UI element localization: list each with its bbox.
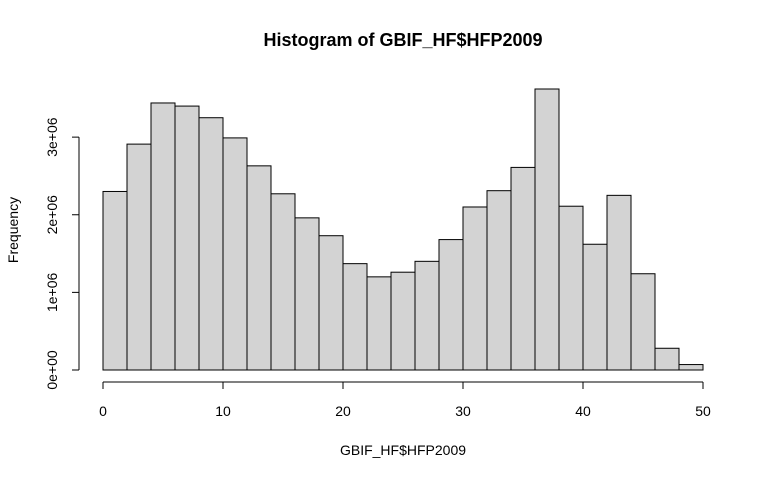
histogram-bar — [462, 206, 488, 371]
histogram-bar — [342, 263, 368, 371]
x-axis-label: GBIF_HF$HFP2009 — [340, 442, 466, 458]
histogram-bar — [582, 243, 608, 371]
histogram-bar — [486, 190, 512, 371]
x-tick-label: 50 — [695, 403, 711, 419]
histogram-bar — [366, 276, 392, 371]
x-tick-label: 10 — [215, 403, 231, 419]
histogram-bar — [438, 239, 464, 371]
x-tick-label: 0 — [99, 403, 107, 419]
y-tick-label: 3e+06 — [44, 117, 60, 157]
y-tick-label: 1e+06 — [44, 273, 60, 313]
histogram-bar — [654, 347, 680, 371]
histogram-bar — [414, 260, 440, 371]
histogram-bar — [198, 117, 224, 371]
histogram-bar — [630, 273, 656, 371]
histogram-bar — [270, 193, 296, 371]
x-tick-label: 20 — [335, 403, 351, 419]
histogram-bar — [510, 166, 536, 371]
histogram-bar — [150, 102, 176, 371]
x-tick-label: 40 — [575, 403, 591, 419]
histogram-bar — [222, 137, 248, 371]
y-axis-label: Frequency — [5, 197, 21, 263]
histogram-bar — [606, 194, 632, 371]
histogram-bar — [174, 105, 200, 371]
y-tick-label: 2e+06 — [44, 195, 60, 235]
x-axis: 0 10 20 30 40 50 — [99, 381, 711, 419]
histogram-bar — [294, 217, 320, 371]
histogram-bar — [318, 235, 344, 371]
histogram-bar — [558, 205, 584, 371]
y-axis: 0e+00 1e+06 2e+06 3e+06 — [44, 117, 80, 390]
histogram-bar — [534, 88, 560, 371]
histogram-bar — [102, 190, 128, 371]
bars-group — [102, 88, 704, 371]
histogram-bar — [390, 271, 416, 371]
histogram-bar — [126, 143, 152, 371]
chart-title: Histogram of GBIF_HF$HFP2009 — [263, 30, 542, 50]
y-tick-label: 0e+00 — [44, 350, 60, 390]
histogram-bar — [246, 165, 272, 371]
histogram-bar — [678, 364, 704, 371]
x-tick-label: 30 — [455, 403, 471, 419]
